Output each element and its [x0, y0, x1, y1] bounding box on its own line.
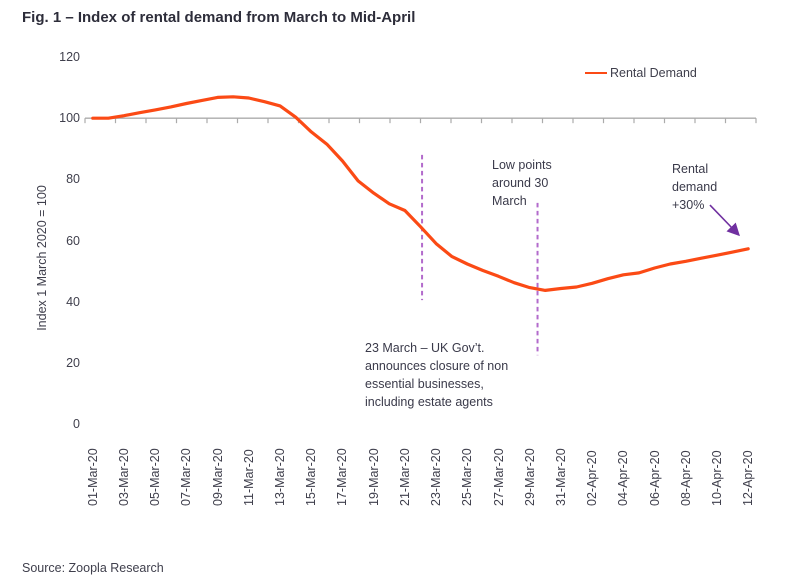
x-tick-label: 08-Apr-20	[678, 450, 693, 506]
x-tick-label: 25-Mar-20	[460, 448, 475, 506]
x-tick-label: 03-Mar-20	[117, 448, 131, 506]
x-tick-label: 12-Apr-20	[741, 450, 756, 506]
rental-demand-line	[91, 95, 750, 292]
y-tick-label: 20	[66, 355, 80, 370]
legend-line-marker-icon	[585, 71, 607, 75]
x-tick-label: 10-Apr-20	[709, 450, 724, 506]
y-tick-label: 0	[73, 417, 80, 431]
x-tick-label: 17-Mar-20	[335, 448, 350, 506]
y-axis-title: Index 1 March 2020 = 100	[35, 185, 49, 331]
x-tick-label: 04-Apr-20	[616, 450, 631, 506]
x-tick-label: 13-Mar-20	[273, 448, 288, 506]
y-tick-label: 100	[59, 111, 80, 126]
rental-demand-arrow	[709, 204, 740, 237]
y-tick-label: 40	[66, 294, 80, 309]
x-tick-label: 23-Mar-20	[429, 448, 444, 506]
figure-title: Fig. 1 – Index of rental demand from Mar…	[22, 9, 416, 26]
x-tick-label: 09-Mar-20	[210, 448, 225, 506]
source-credit: Source: Zoopla Research	[22, 561, 164, 575]
x-tick-label: 07-Mar-20	[179, 448, 194, 506]
x-tick-label: 02-Apr-20	[585, 450, 600, 506]
x-tick-label: 11-Mar-20	[241, 449, 256, 506]
x-tick-label: 27-Mar-20	[491, 448, 506, 506]
x-tick-label: 29-Mar-20	[522, 448, 537, 506]
x-tick-label: 31-Mar-20	[553, 448, 568, 506]
annotation-gov-announcement: 23 March – UK Gov’t. announces closure o…	[365, 341, 509, 409]
legend: Rental Demand	[585, 66, 697, 80]
annotation-low-points: Low points around 30 March	[492, 158, 552, 208]
x-tick-label: 06-Apr-20	[647, 450, 662, 506]
x-tick-label: 15-Mar-20	[304, 448, 319, 506]
legend-label: Rental Demand	[610, 66, 697, 80]
x-tick-label: 05-Mar-20	[148, 448, 163, 506]
x-tick-label: 01-Mar-20	[85, 448, 100, 506]
y-tick-label: 120	[59, 50, 80, 64]
y-tick-label: 80	[66, 172, 80, 187]
x-tick-label: 21-Mar-20	[397, 448, 412, 506]
x-tick-label: 19-Mar-20	[366, 448, 381, 506]
annotation-rental-demand-plus30: Rental demand +30%	[672, 162, 718, 212]
y-tick-label: 60	[66, 233, 80, 248]
